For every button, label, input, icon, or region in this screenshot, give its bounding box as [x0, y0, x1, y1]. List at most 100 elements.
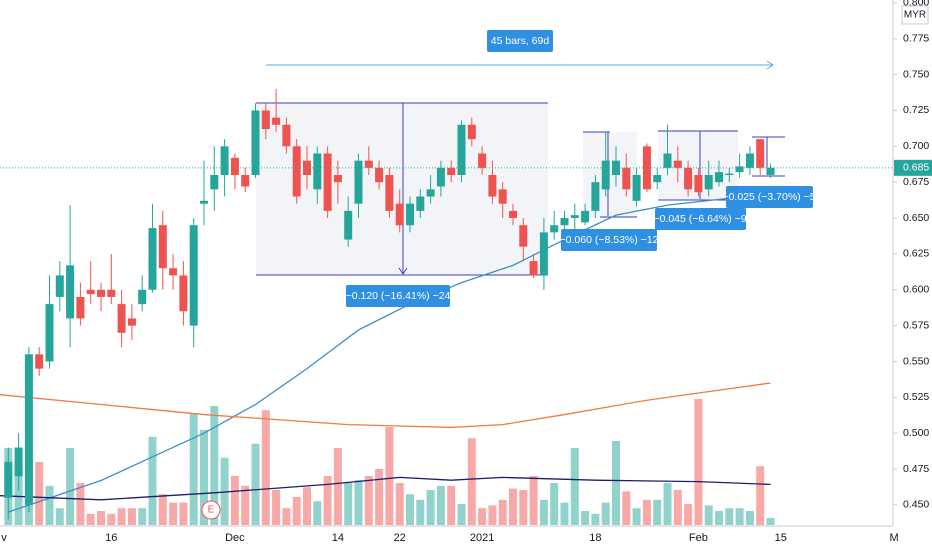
candle-body: [498, 189, 507, 204]
volume-bar: [612, 441, 620, 525]
x-tick-label: 14: [332, 532, 344, 544]
moving-average-line: [0, 476, 771, 501]
y-tick-label: 0.800: [903, 0, 929, 9]
y-tick-label: 0.525: [903, 391, 929, 403]
candle-body: [436, 167, 445, 187]
candle-body: [653, 175, 662, 183]
volume-bar: [684, 504, 693, 525]
candle-body: [581, 210, 590, 223]
y-tick-label: 0.700: [903, 140, 929, 152]
x-tick-label: 16: [105, 532, 117, 544]
candle-body: [24, 354, 33, 505]
volume-bar: [539, 499, 548, 525]
volume-bar: [200, 429, 208, 525]
volume-bar: [272, 490, 281, 525]
candle-body: [292, 146, 301, 197]
x-tick-label: 18: [589, 532, 601, 544]
candle-body: [4, 461, 13, 498]
annotation: −0.025 (−3.70%) −5: [722, 191, 815, 203]
volume-bar: [436, 485, 445, 525]
volume-bar: [251, 443, 260, 525]
candle-body: [251, 110, 260, 175]
volume-bar: [601, 502, 610, 525]
candle-body: [230, 157, 239, 175]
annotation-box: [726, 186, 813, 208]
volume-bar: [127, 508, 136, 525]
y-tick-label: 0.625: [903, 248, 929, 260]
annotation: 45 bars, 69d: [491, 35, 550, 47]
y-tick-label: 0.450: [903, 499, 929, 511]
volume-bar: [323, 476, 332, 525]
volume-bar: [426, 490, 435, 525]
candle-body: [35, 354, 44, 369]
annotation-box: [346, 285, 450, 307]
last-price-label: 0.685: [903, 162, 929, 174]
volume-bar: [642, 499, 651, 525]
candle-body: [467, 124, 476, 140]
volume-bar: [519, 490, 528, 525]
candle-body: [76, 296, 85, 319]
volume-bar: [632, 508, 641, 525]
annotation-box: [487, 30, 553, 52]
volume-bar: [333, 448, 342, 525]
volume-bar: [416, 499, 425, 525]
volume-bar: [117, 508, 126, 525]
candle-body: [179, 275, 188, 312]
candle-body: [632, 175, 641, 201]
candle-body: [261, 110, 270, 130]
event-marker[interactable]: [201, 500, 221, 520]
arrow-head: [398, 267, 408, 275]
candle-body: [539, 232, 548, 276]
x-tick-label: Feb: [689, 532, 708, 544]
y-tick-label: 0.650: [903, 212, 929, 224]
volume-bar: [158, 494, 167, 525]
volume-bar: [735, 508, 744, 525]
volume-bar: [756, 466, 765, 525]
candle-body: [354, 160, 363, 204]
volume-bar: [210, 406, 219, 525]
candle-body: [200, 200, 208, 204]
candle-body: [766, 167, 775, 175]
y-tick-label: 0.750: [903, 68, 929, 80]
y-tick-label: 0.550: [903, 355, 929, 367]
volume-bar: [138, 508, 147, 525]
annotation-box: [561, 229, 657, 251]
candle-body: [406, 203, 414, 226]
volume-bar: [107, 513, 116, 525]
candle-body: [725, 173, 734, 175]
annotation: −0.060 (−8.53%) −12: [560, 234, 659, 246]
volume-bar: [261, 410, 270, 525]
volume-bar: [375, 469, 384, 525]
candle-body: [550, 225, 559, 233]
volume-bar: [86, 513, 95, 525]
candle-body: [395, 203, 404, 226]
candle-body: [426, 189, 435, 197]
candle-body: [14, 447, 23, 477]
y-tick-label: 0.500: [903, 427, 929, 439]
candle-body: [560, 218, 569, 226]
volume-bar: [550, 483, 559, 525]
volume-bar: [35, 462, 44, 525]
volume-bar: [715, 511, 723, 525]
volume-bar: [97, 511, 105, 525]
candle-body: [107, 289, 116, 297]
currency-box: [901, 5, 929, 25]
volume-bar: [467, 438, 476, 525]
candle-body: [735, 166, 744, 173]
y-tick-label: 0.675: [903, 176, 929, 188]
volume-bar: [179, 502, 188, 525]
y-tick-label: 0.475: [903, 463, 929, 475]
candle-body: [642, 146, 651, 190]
candle-body: [220, 146, 229, 175]
volume-bar: [570, 448, 579, 525]
volume-bar: [725, 508, 734, 525]
candle-body: [45, 304, 54, 362]
candle-body: [570, 215, 579, 219]
volume-bar: [745, 511, 754, 525]
volume-bar: [581, 511, 590, 525]
candle-body: [385, 175, 394, 211]
candle-body: [210, 175, 219, 190]
candle-body: [66, 265, 75, 319]
candle-body: [138, 289, 147, 305]
